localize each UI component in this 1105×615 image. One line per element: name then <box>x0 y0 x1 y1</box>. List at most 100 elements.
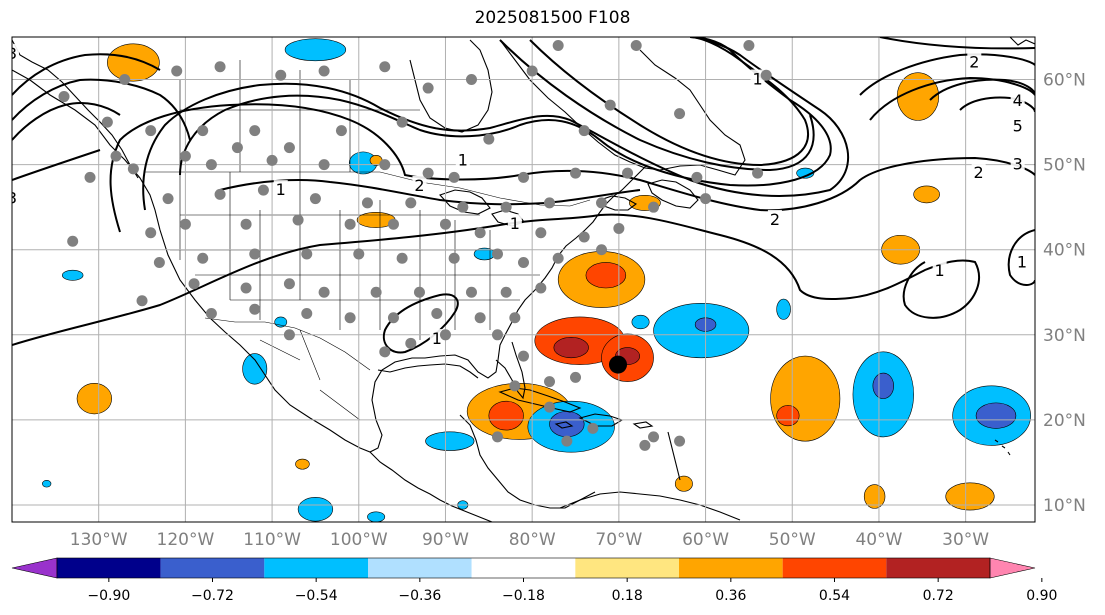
contour-labels: 1 2 1 2 1 2 4 5 3 2 1 1 3 3 1 1 <box>7 44 1029 348</box>
longitude-tick-label: 90°W <box>422 530 469 550</box>
station-dot <box>439 218 451 230</box>
station-dot <box>509 312 521 324</box>
station-dot <box>465 286 477 298</box>
anomaly-region <box>425 431 475 451</box>
anomaly-region <box>863 484 886 509</box>
contour-label: 1 <box>510 214 520 233</box>
station-dot <box>301 308 313 320</box>
north-america-coastline <box>12 69 647 453</box>
contour-label-bg <box>967 52 982 71</box>
station-dot <box>448 171 460 183</box>
station-dot <box>171 65 183 77</box>
station-dot <box>552 252 564 264</box>
labrador-coastline <box>499 39 746 176</box>
anomaly-region <box>945 482 995 511</box>
contour-label-bg <box>455 150 470 169</box>
station-dot <box>58 91 70 103</box>
station-dot <box>578 231 590 243</box>
station-dot <box>474 312 486 324</box>
contour-label: 1 <box>458 150 468 169</box>
station-dot <box>509 380 521 392</box>
colorbar-segment <box>886 558 990 578</box>
station-dot <box>587 422 599 434</box>
colorbar-segment <box>471 558 576 578</box>
station-dot <box>413 286 425 298</box>
longitude-tick-label: 80°W <box>509 530 556 550</box>
contour-east-high-5 <box>959 96 1035 113</box>
station-dot <box>214 188 226 200</box>
station-dot <box>570 167 582 179</box>
station-dot <box>518 256 529 268</box>
station-dot <box>188 278 200 290</box>
south-america-coastline <box>559 491 741 521</box>
colorbar-tick-label: −0.72 <box>191 588 234 604</box>
station-dot <box>405 197 417 209</box>
station-dot <box>622 167 634 179</box>
station-dot <box>249 303 261 315</box>
colorbar-max-extension <box>989 557 1036 579</box>
longitude-tick-labels: 130°W 120°W 110°W 100°W 90°W 80°W 70°W 60°W 50°W… <box>70 530 989 550</box>
station-dot <box>483 133 495 145</box>
station-dot <box>500 201 512 213</box>
anomaly-region <box>872 372 894 399</box>
florida-coastline <box>495 341 526 400</box>
latitude-tick-label: 40°N <box>1043 241 1086 261</box>
colorbar-tick-label: 0.90 <box>1026 588 1057 604</box>
station-dot <box>596 244 608 256</box>
station-dot <box>544 376 556 388</box>
contour-label: 1 <box>752 70 762 89</box>
station-dot <box>257 184 269 196</box>
station-dot <box>630 40 642 52</box>
station-dot <box>422 167 434 179</box>
map-frame <box>11 36 1036 523</box>
station-dot <box>240 282 252 294</box>
contour-label: 1 <box>1017 252 1027 271</box>
anomaly-region <box>284 38 347 62</box>
contour-label-bg <box>1010 116 1025 135</box>
station-dot <box>283 329 295 341</box>
station-dot <box>197 252 209 264</box>
station-dot <box>544 401 556 413</box>
anomaly-region <box>107 43 160 82</box>
station-dot <box>119 74 131 86</box>
contour-3 <box>142 37 849 211</box>
station-dot <box>249 248 261 260</box>
station-dot <box>136 295 148 307</box>
colorbar-segment <box>679 558 783 578</box>
anomaly-region <box>549 411 585 438</box>
station-dot <box>422 82 434 94</box>
storm-center-marker <box>608 355 627 374</box>
station-dot <box>205 159 217 171</box>
longitude-tick-label: 120°W <box>157 530 215 550</box>
contour-label: 5 <box>1013 116 1023 135</box>
colorbar-tick-labels: −0.90 −0.72 −0.54 −0.36 −0.18 0.18 0.36 0.54 0.7… <box>87 578 1057 604</box>
anomaly-region <box>42 480 52 488</box>
anomaly-region <box>242 353 268 385</box>
station-dot <box>84 171 96 183</box>
anomaly-region <box>367 511 386 522</box>
anomaly-region <box>274 316 288 328</box>
anomaly-region <box>488 400 524 431</box>
colorbar-segment <box>575 558 679 578</box>
anomaly-region <box>295 458 310 470</box>
station-dot <box>691 171 703 183</box>
cuba-coastline <box>498 387 582 413</box>
station-dot <box>214 61 226 73</box>
contour-east-high-4 <box>929 78 1035 101</box>
station-dot <box>457 201 469 213</box>
station-dot <box>431 308 443 320</box>
contour-label: 3 <box>7 44 17 63</box>
latitude-tick-label: 60°N <box>1043 71 1086 91</box>
contour-label: 2 <box>770 210 780 229</box>
station-dot <box>491 329 503 341</box>
station-dot <box>344 218 356 230</box>
station-dot <box>145 227 157 239</box>
station-dot <box>240 218 252 230</box>
anomaly-region <box>770 355 841 442</box>
station-dot <box>561 435 573 447</box>
contour-label-bg <box>1010 90 1025 109</box>
anomaly-region <box>776 405 800 427</box>
station-dot <box>387 312 399 324</box>
colorbar-tick-label: −0.54 <box>295 588 338 604</box>
